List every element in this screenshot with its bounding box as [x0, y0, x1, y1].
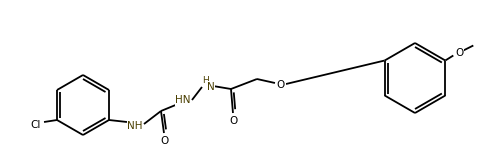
- Text: O: O: [277, 80, 285, 90]
- Text: O: O: [230, 116, 238, 126]
- Text: Cl: Cl: [31, 120, 41, 130]
- Text: HN: HN: [175, 95, 191, 105]
- Text: O: O: [161, 136, 169, 146]
- Text: NH: NH: [127, 121, 143, 131]
- Text: N: N: [207, 82, 215, 92]
- Text: H: H: [202, 75, 209, 85]
- Text: O: O: [455, 47, 463, 57]
